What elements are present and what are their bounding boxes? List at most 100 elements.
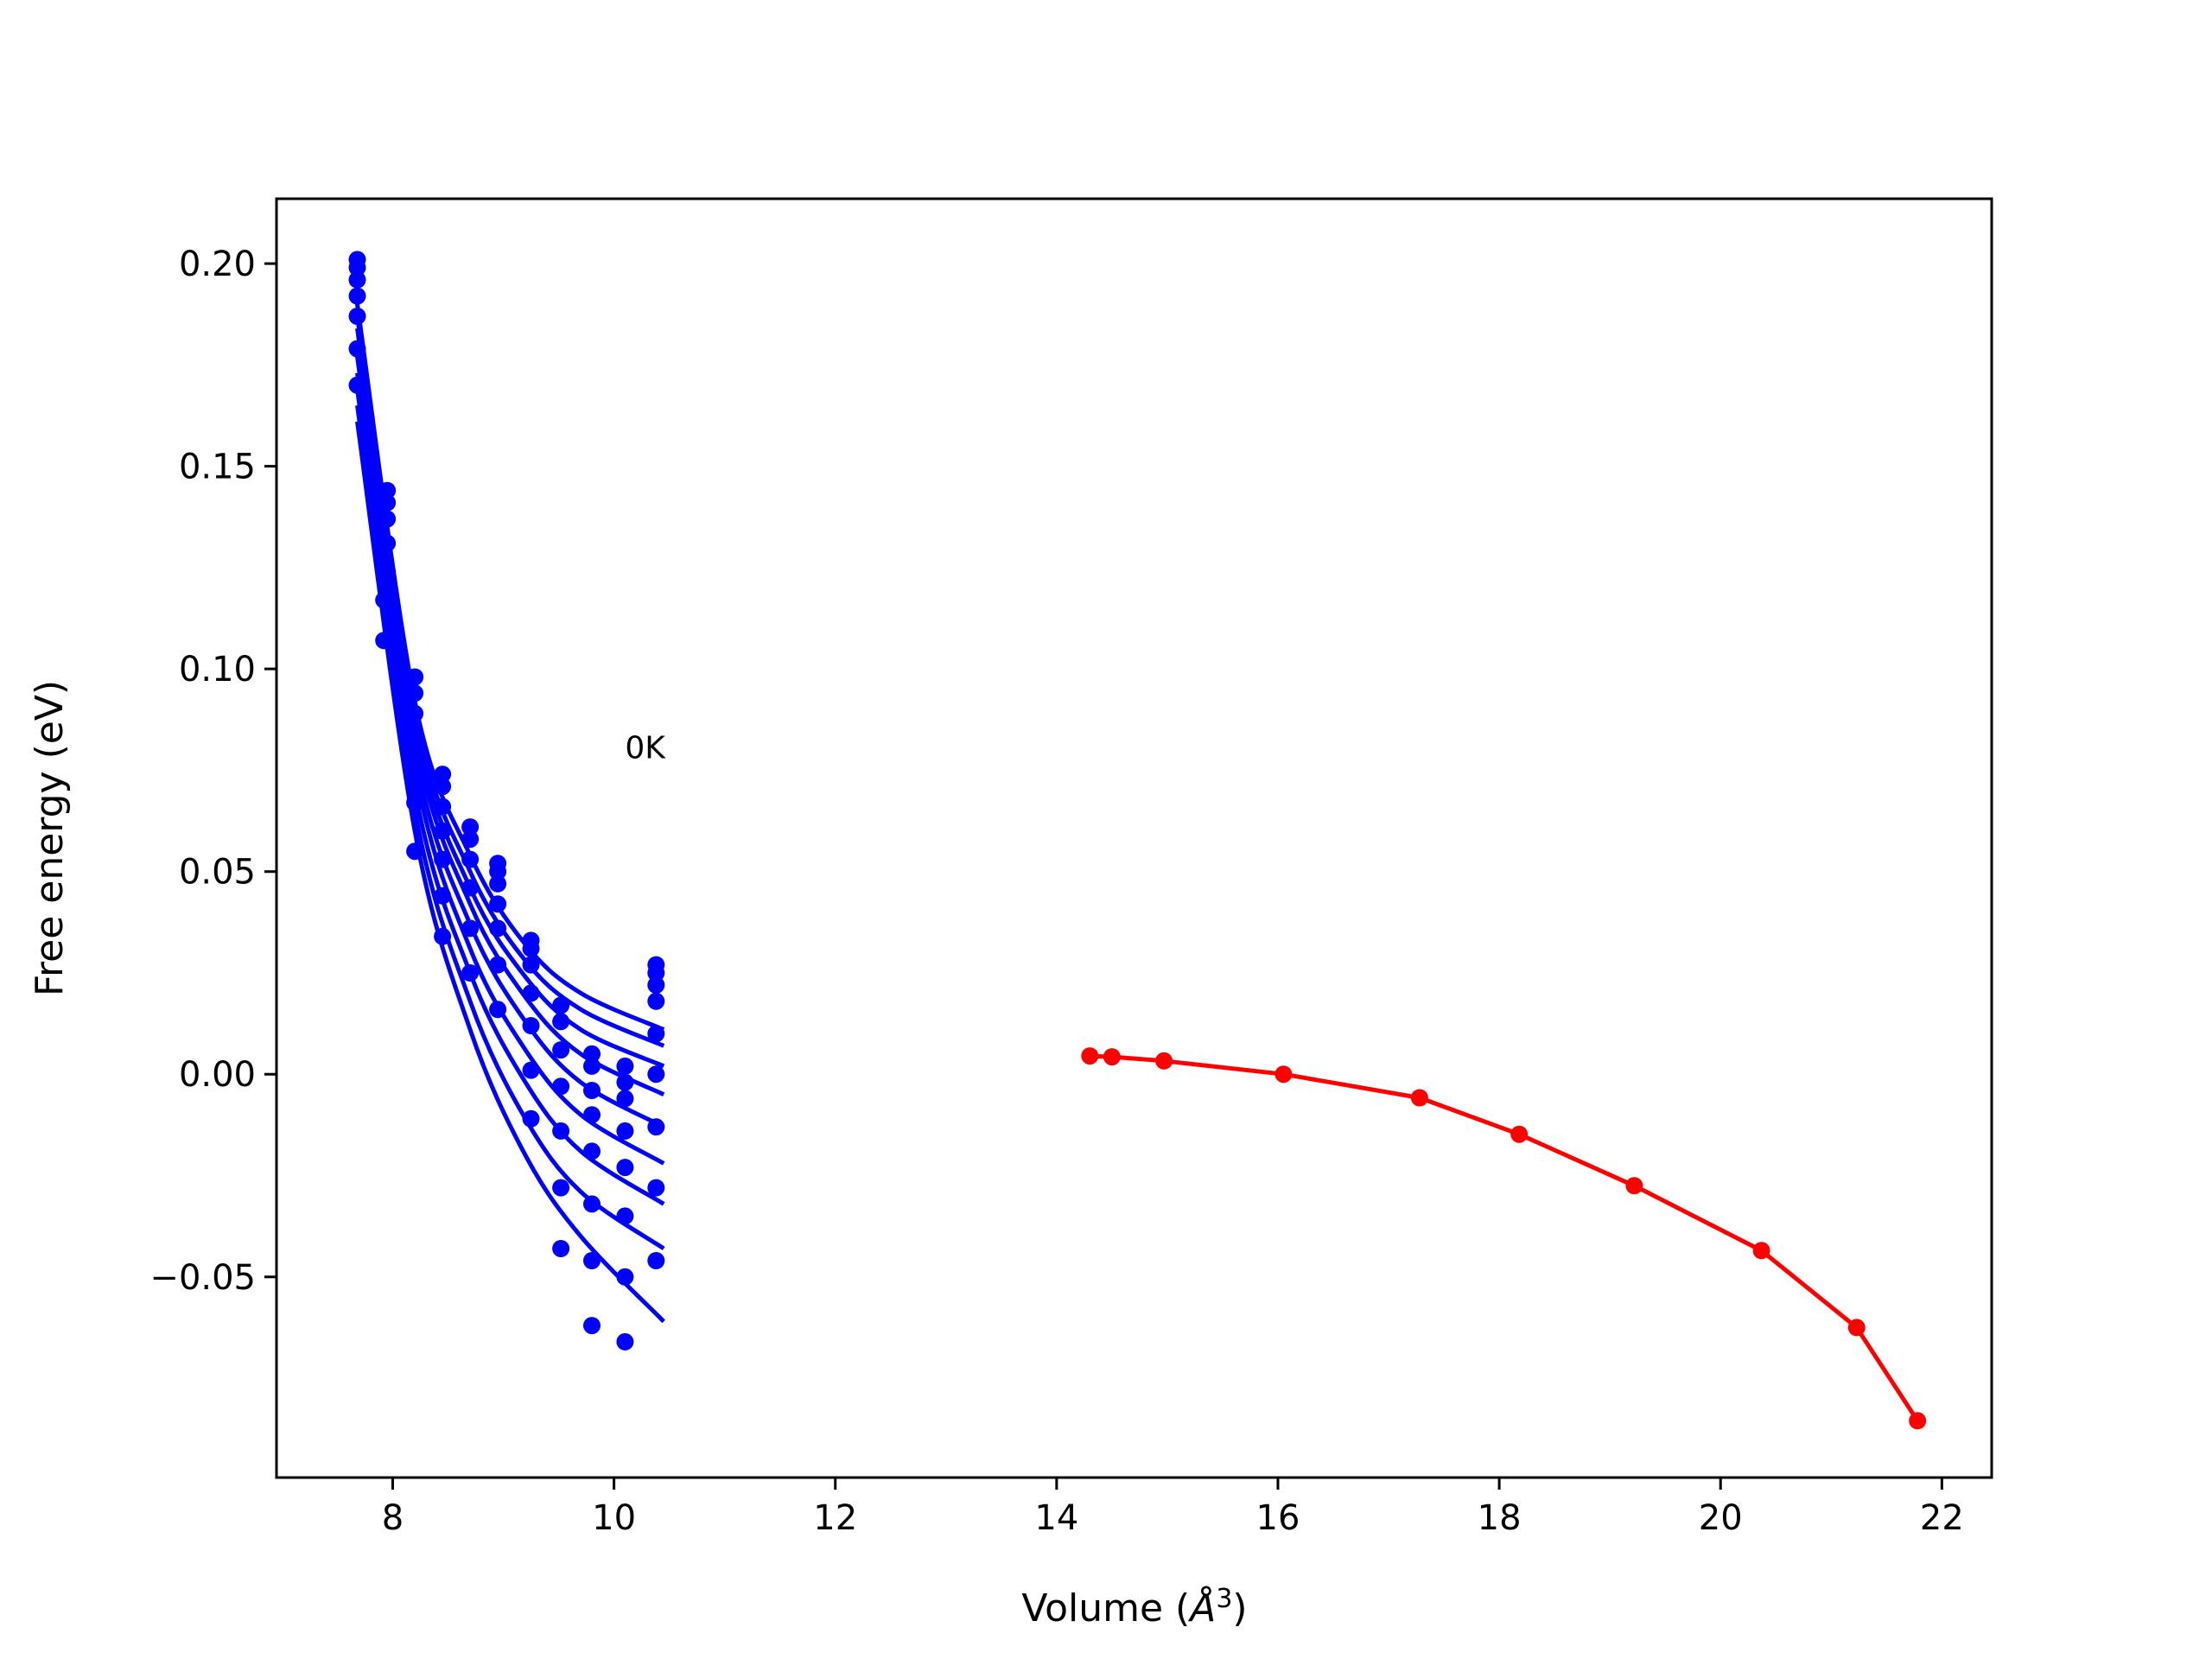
blue-data-point	[489, 956, 507, 974]
blue-data-point	[461, 964, 480, 982]
x-tick-label: 22	[1920, 1498, 1964, 1538]
red-series-point	[1103, 1048, 1121, 1066]
blue-data-point	[583, 1142, 601, 1160]
blue-data-point	[489, 874, 507, 893]
blue-data-point	[616, 1057, 634, 1075]
blue-data-point	[434, 798, 452, 816]
blue-data-point	[434, 778, 452, 796]
blue-data-point	[552, 1122, 570, 1140]
y-axis-label: Free energy (eV)	[28, 680, 72, 996]
blue-data-point	[348, 376, 366, 394]
blue-data-point	[522, 956, 540, 974]
y-tick-label: −0.05	[149, 1258, 256, 1298]
x-axis-label-symbol: Å	[1187, 1585, 1216, 1630]
blue-data-point	[616, 1159, 634, 1177]
annotation-0k: 0K	[625, 730, 666, 766]
blue-data-point	[461, 818, 480, 836]
blue-data-point	[616, 1090, 634, 1108]
blue-data-point	[522, 1109, 540, 1128]
blue-data-point	[406, 842, 424, 861]
blue-data-point	[616, 1268, 634, 1286]
x-tick-label: 20	[1699, 1498, 1743, 1538]
blue-data-point	[378, 493, 397, 512]
red-series-point	[1155, 1052, 1173, 1070]
x-tick-label: 16	[1256, 1498, 1300, 1538]
blue-data-point	[406, 668, 424, 686]
blue-data-point	[406, 757, 424, 775]
x-axis-label-exponent: 3	[1216, 1584, 1232, 1614]
blue-data-point	[378, 481, 397, 499]
red-series-point	[1081, 1047, 1099, 1065]
blue-data-point	[647, 1065, 665, 1084]
blue-data-point	[489, 862, 507, 880]
blue-data-point	[406, 728, 424, 747]
blue-data-point	[375, 591, 393, 609]
y-tick-label: 0.05	[179, 853, 256, 893]
blue-data-point	[583, 1082, 601, 1099]
x-axis-label: Volume (Å3)	[1021, 1584, 1247, 1630]
red-series-point	[1847, 1319, 1866, 1337]
red-series-point	[1625, 1177, 1643, 1195]
red-series	[1081, 1047, 1927, 1430]
blue-data-point	[583, 1195, 601, 1213]
x-tick-label: 14	[1034, 1498, 1078, 1538]
red-series-line	[1090, 1053, 1920, 1422]
blue-data-point	[647, 992, 665, 1010]
blue-data-point	[552, 1240, 570, 1257]
blue-data-point	[378, 534, 397, 552]
blue-data-point	[552, 1013, 570, 1031]
blue-data-point	[616, 1332, 634, 1351]
red-series-point	[1909, 1412, 1927, 1430]
blue-data-point	[406, 684, 424, 702]
blue-data-point	[522, 939, 540, 957]
blue-data-point	[616, 1073, 634, 1091]
y-axis-ticks: −0.05 0.00 0.05 0.10 0.15 0.20	[149, 245, 276, 1298]
plot-frame	[275, 197, 1993, 1479]
fit-curve-6	[355, 372, 665, 1166]
x-axis-ticks: 8 10 12 14 16 18 20 22	[382, 1478, 1964, 1538]
y-tick-label: 0.10	[179, 650, 256, 690]
y-tick-label: 0.15	[179, 448, 256, 487]
blue-data-point	[647, 976, 665, 994]
blue-data-point	[348, 258, 366, 276]
blue-data-point	[489, 1001, 507, 1019]
blue-data-point	[647, 1252, 665, 1269]
blue-data-point	[583, 1317, 601, 1335]
blue-data-point	[583, 1045, 601, 1063]
blue-data-point	[522, 1017, 540, 1034]
blue-data-point	[348, 308, 366, 325]
blue-data-point	[434, 822, 452, 840]
red-series-point	[1274, 1065, 1293, 1084]
blue-data-point	[552, 1179, 570, 1197]
blue-data-point	[375, 632, 393, 650]
blue-data-point	[583, 1252, 601, 1269]
y-tick-label: 0.00	[179, 1055, 256, 1095]
blue-data-point	[489, 895, 507, 913]
blue-data-point	[647, 1179, 665, 1197]
blue-data-point	[616, 1122, 634, 1140]
x-tick-label: 8	[382, 1498, 404, 1538]
red-series-point	[1752, 1242, 1770, 1260]
blue-data-point	[647, 1025, 665, 1043]
blue-data-point	[434, 766, 452, 784]
blue-data-point	[434, 927, 452, 945]
blue-data-point	[522, 1061, 540, 1079]
x-tick-label: 10	[592, 1498, 636, 1538]
blue-data-point	[434, 887, 452, 905]
blue-data-point	[647, 1118, 665, 1136]
red-series-point	[1510, 1125, 1529, 1143]
blue-data-point	[552, 996, 570, 1014]
blue-data-point	[378, 510, 397, 528]
blue-data-point	[583, 1106, 601, 1124]
blue-data-point	[406, 794, 424, 811]
blue-data-point	[522, 984, 540, 1002]
blue-data-point	[348, 287, 366, 305]
fit-curve-9	[355, 421, 665, 1324]
blue-data-point	[461, 919, 480, 938]
blue-data-point	[461, 850, 480, 868]
blue-data-points	[348, 251, 665, 1351]
blue-data-point	[348, 340, 366, 358]
blue-data-point	[406, 704, 424, 722]
